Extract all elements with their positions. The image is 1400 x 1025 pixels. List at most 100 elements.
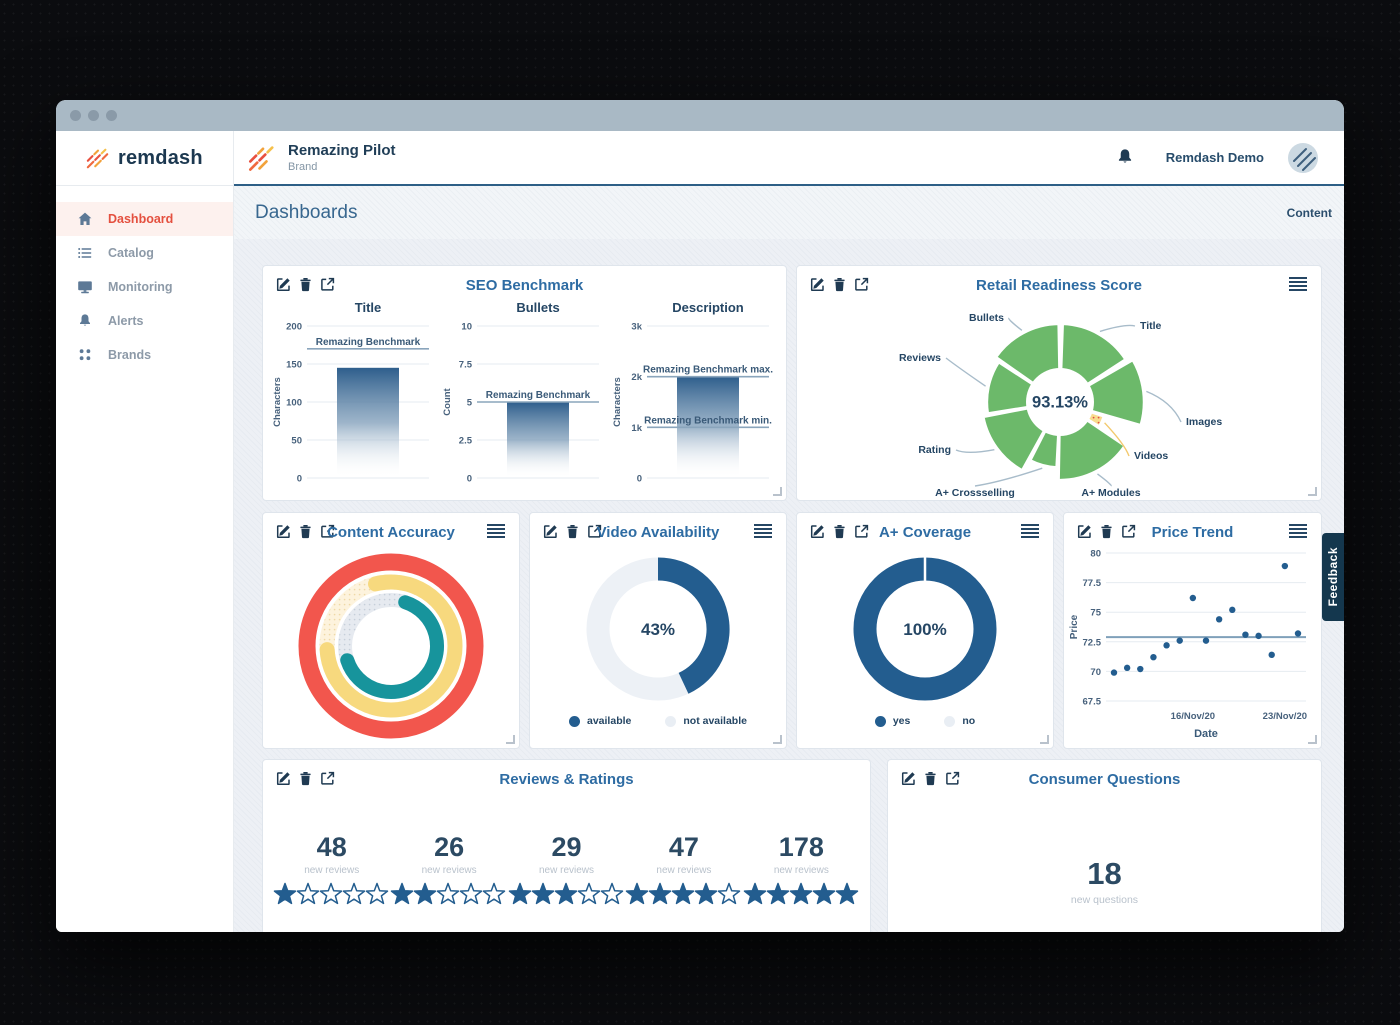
svg-text:Remazing Benchmark min.: Remazing Benchmark min. bbox=[644, 415, 772, 426]
svg-text:Bullets: Bullets bbox=[969, 312, 1004, 324]
feedback-button[interactable]: Feedback bbox=[1322, 533, 1344, 621]
svg-text:50: 50 bbox=[291, 436, 302, 447]
page-title: Dashboards bbox=[255, 202, 357, 224]
user-name: Remdash Demo bbox=[1166, 150, 1264, 165]
svg-text:100: 100 bbox=[286, 398, 302, 409]
svg-text:Remazing Benchmark: Remazing Benchmark bbox=[316, 337, 421, 348]
app-logo: remdash bbox=[56, 131, 233, 186]
svg-text:0: 0 bbox=[467, 474, 472, 485]
review-stat: 48 new reviews bbox=[273, 832, 390, 906]
content-label: Content bbox=[1287, 206, 1332, 220]
menu-icon[interactable] bbox=[487, 524, 505, 539]
brand-name: Remazing Pilot bbox=[288, 142, 396, 161]
sidebar-item-alerts[interactable]: Alerts bbox=[56, 304, 233, 338]
card-title: Reviews & Ratings bbox=[263, 771, 870, 788]
legend-item[interactable]: not available bbox=[665, 715, 747, 727]
price-trend-chart: 8077.57572.57067.516/Nov/2023/Nov/20Date… bbox=[1064, 543, 1321, 745]
sidebar-item-label: Catalog bbox=[108, 246, 154, 260]
review-label: new reviews bbox=[390, 865, 507, 876]
svg-text:67.5: 67.5 bbox=[1083, 697, 1102, 708]
review-stat: 26 new reviews bbox=[390, 832, 507, 906]
star-rating bbox=[743, 882, 859, 906]
legend-item[interactable]: yes bbox=[875, 715, 911, 727]
svg-text:Characters: Characters bbox=[612, 377, 623, 427]
svg-text:A+ Crossselling: A+ Crossselling bbox=[935, 487, 1015, 499]
menu-icon[interactable] bbox=[1289, 524, 1307, 539]
svg-text:Price: Price bbox=[1069, 614, 1080, 639]
svg-text:Remazing Benchmark max.: Remazing Benchmark max. bbox=[643, 365, 773, 376]
svg-text:2k: 2k bbox=[631, 372, 642, 383]
window-control-dot[interactable] bbox=[70, 110, 81, 121]
svg-text:Description: Description bbox=[672, 300, 744, 315]
review-count: 178 bbox=[743, 832, 860, 863]
logo-text: remdash bbox=[118, 147, 203, 170]
legend-item[interactable]: no bbox=[944, 715, 975, 727]
svg-text:200: 200 bbox=[286, 322, 302, 333]
star-rating bbox=[508, 882, 624, 906]
feedback-label: Feedback bbox=[1326, 547, 1340, 606]
sidebar-item-label: Monitoring bbox=[108, 280, 173, 294]
svg-text:150: 150 bbox=[286, 360, 302, 371]
notifications-bell-icon[interactable] bbox=[1116, 148, 1134, 167]
svg-text:Remazing Benchmark: Remazing Benchmark bbox=[486, 390, 591, 401]
app-window: remdash Dashboard Catalog bbox=[56, 100, 1344, 932]
bell-icon bbox=[77, 313, 93, 329]
svg-text:Date: Date bbox=[1194, 728, 1218, 740]
svg-text:75: 75 bbox=[1090, 608, 1101, 619]
review-label: new reviews bbox=[508, 865, 625, 876]
card-title: Video Availability bbox=[530, 524, 786, 541]
card-consumer-questions: Consumer Questions 18 new questions bbox=[887, 759, 1322, 932]
svg-text:100%: 100% bbox=[903, 620, 946, 639]
menu-icon[interactable] bbox=[1021, 524, 1039, 539]
user-avatar[interactable] bbox=[1288, 143, 1318, 173]
card-title: Content Accuracy bbox=[263, 524, 519, 541]
dashboard-content: SEO Benchmark Title050100150200Character… bbox=[234, 239, 1344, 932]
card-seo-benchmark: SEO Benchmark Title050100150200Character… bbox=[262, 265, 787, 501]
star-rating bbox=[273, 882, 389, 906]
svg-text:Reviews: Reviews bbox=[899, 352, 941, 364]
list-icon bbox=[77, 245, 93, 261]
svg-text:23/Nov/20: 23/Nov/20 bbox=[1263, 711, 1307, 722]
review-stat: 178 new reviews bbox=[743, 832, 860, 906]
menu-icon[interactable] bbox=[1289, 277, 1307, 292]
window-control-dot[interactable] bbox=[88, 110, 99, 121]
svg-text:70: 70 bbox=[1090, 667, 1101, 678]
review-count: 47 bbox=[625, 832, 742, 863]
card-video-availability: Video Availability 43% available not avail… bbox=[529, 512, 787, 749]
sidebar-item-catalog[interactable]: Catalog bbox=[56, 236, 233, 270]
svg-text:77.5: 77.5 bbox=[1083, 578, 1102, 589]
window-control-dot[interactable] bbox=[106, 110, 117, 121]
review-count: 26 bbox=[390, 832, 507, 863]
review-stat: 29 new reviews bbox=[508, 832, 625, 906]
review-label: new reviews bbox=[743, 865, 860, 876]
card-retail-readiness: Retail Readiness Score TitleImagesVideos… bbox=[796, 265, 1322, 501]
svg-text:3k: 3k bbox=[631, 322, 642, 333]
svg-text:16/Nov/20: 16/Nov/20 bbox=[1171, 711, 1215, 722]
svg-text:43%: 43% bbox=[641, 620, 675, 639]
sidebar-item-dashboard[interactable]: Dashboard bbox=[56, 202, 233, 236]
svg-text:10: 10 bbox=[461, 322, 472, 333]
svg-text:Title: Title bbox=[1140, 320, 1162, 332]
svg-text:1k: 1k bbox=[631, 423, 642, 434]
questions-label: new questions bbox=[888, 894, 1321, 906]
svg-text:Bullets: Bullets bbox=[516, 300, 559, 315]
sidebar-item-brands[interactable]: Brands bbox=[56, 338, 233, 372]
review-count: 29 bbox=[508, 832, 625, 863]
card-aplus-coverage: A+ Coverage 100%yesno bbox=[796, 512, 1054, 749]
svg-text:0: 0 bbox=[297, 474, 302, 485]
card-title: Consumer Questions bbox=[888, 771, 1321, 788]
legend-item[interactable]: available bbox=[569, 715, 631, 727]
menu-icon[interactable] bbox=[754, 524, 772, 539]
card-price-trend: Price Trend 8077.57572.57067.516/Nov/202… bbox=[1063, 512, 1322, 749]
svg-text:A+ Modules: A+ Modules bbox=[1081, 487, 1140, 499]
card-title: SEO Benchmark bbox=[263, 277, 786, 294]
card-reviews-ratings: Reviews & Ratings 48 new reviews 26 new … bbox=[262, 759, 871, 932]
sidebar-item-monitoring[interactable]: Monitoring bbox=[56, 270, 233, 304]
window-titlebar bbox=[56, 100, 1344, 131]
monitor-icon bbox=[77, 279, 93, 295]
review-stat: 47 new reviews bbox=[625, 832, 742, 906]
svg-text:Rating: Rating bbox=[918, 444, 951, 456]
svg-text:5: 5 bbox=[467, 398, 473, 409]
reviews-ratings-stats: 48 new reviews 26 new reviews 29 new rev… bbox=[263, 790, 870, 906]
sidebar-nav: Dashboard Catalog Monitoring bbox=[56, 186, 233, 372]
